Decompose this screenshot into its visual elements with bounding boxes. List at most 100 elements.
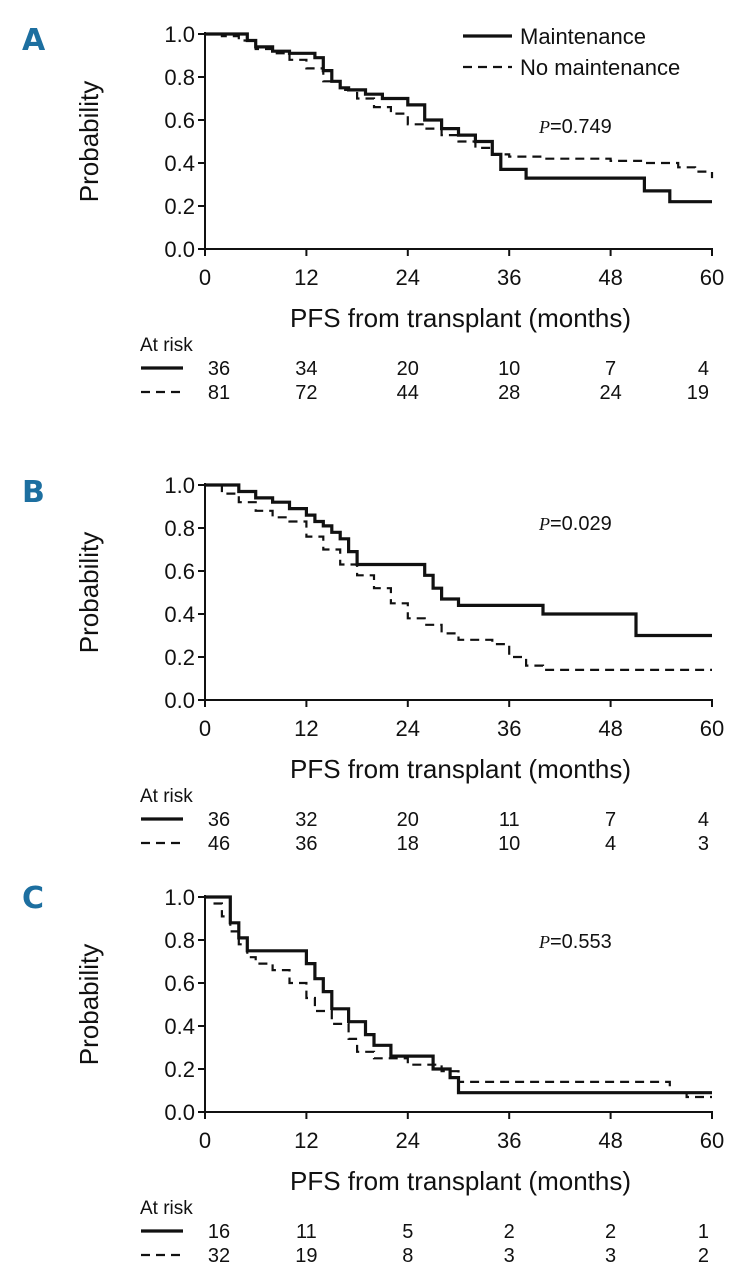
series-line-maintenance [205,32,712,204]
p-value: P=0.553 [538,931,612,953]
at-risk-count: 3 [504,1245,515,1267]
at-risk-count: 8 [402,1245,413,1267]
at-risk-count: 4 [698,358,709,380]
at-risk-count: 3 [605,1245,616,1267]
at-risk-count: 11 [296,1221,317,1243]
at-risk-count: 20 [397,358,419,380]
series-line-no-maintenance [205,483,712,671]
p-value: P=0.029 [538,513,612,535]
x-axis-title: PFS from transplant (months) [290,303,631,333]
y-tick-label: 0.0 [164,237,195,262]
at-risk-count: 2 [504,1221,515,1243]
x-tick-label: 0 [199,716,211,741]
at-risk-count: 1 [698,1221,709,1243]
at-risk-title: At risk [140,335,193,356]
y-tick-label: 0.4 [164,1014,195,1039]
at-risk-count: 36 [295,833,317,855]
p-value-symbol: P [538,932,550,952]
panel-letter: B [22,475,45,510]
x-axis-title: PFS from transplant (months) [290,754,631,784]
x-tick-label: 24 [396,265,420,290]
at-risk-title: At risk [140,1198,193,1219]
x-tick-label: 60 [700,1128,724,1153]
p-value-symbol: P [538,514,550,534]
x-axis-title: PFS from transplant (months) [290,1166,631,1196]
x-tick-label: 0 [199,265,211,290]
panel-letter: A [22,23,46,58]
x-tick-label: 48 [598,265,622,290]
at-risk-count: 5 [402,1221,413,1243]
at-risk-count: 19 [295,1245,317,1267]
at-risk-count: 2 [698,1245,709,1267]
at-risk-count: 36 [208,809,230,831]
p-value-symbol: P [538,117,550,137]
x-tick-label: 0 [199,1128,211,1153]
y-tick-label: 1.0 [164,22,195,47]
p-value-text: =0.029 [550,513,612,535]
series-line-maintenance [205,895,712,1095]
y-tick-label: 0.6 [164,971,195,996]
panel-c: C0.00.20.40.60.81.00 12 24 36 48 60Probabilit… [22,881,724,1267]
at-risk-count: 44 [397,382,419,404]
p-value-text: =0.553 [550,931,612,953]
panel-b: B 0.0 0.2 0.4 0.6 0.8 1.0 0 12 24 36 48 60 Probabilit… [22,473,724,855]
at-risk-count: 81 [208,382,230,404]
panel-a: A 0.0 0.2 0.4 0.6 0.8 1.0 0 12 24 36 48 60 Probabilit… [22,22,724,404]
at-risk-count: 10 [498,833,520,855]
x-tick-label: 36 [497,1128,521,1153]
series-line-no-maintenance [205,895,712,1099]
x-tick-label: 12 [294,1128,318,1153]
x-tick-label: 24 [396,1128,420,1153]
y-tick-label: 0.4 [164,151,195,176]
at-risk-count: 19 [687,382,709,404]
at-risk-count: 7 [605,809,616,831]
at-risk-count: 24 [599,382,621,404]
x-tick-label: 12 [294,716,318,741]
x-tick-label: 24 [396,716,420,741]
p-value-text: =0.749 [550,116,612,138]
y-tick-label: 0.6 [164,559,195,584]
x-tick-label: 36 [497,716,521,741]
at-risk-count: 2 [605,1221,616,1243]
y-tick-label: 1.0 [164,885,195,910]
y-tick-label: 0.8 [164,928,195,953]
y-tick-label: 1.0 [164,473,195,498]
y-tick-label: 0.6 [164,108,195,133]
y-tick-label: 0.8 [164,516,195,541]
p-value: P=0.749 [538,116,612,138]
x-tick-label: 48 [598,716,622,741]
y-tick-label: 0.0 [164,688,195,713]
y-tick-label: 0.2 [164,645,195,670]
at-risk-count: 10 [498,358,520,380]
at-risk-count: 4 [605,833,616,855]
y-axis-title: Probability [74,944,104,1065]
at-risk-count: 7 [605,358,616,380]
at-risk-count: 36 [208,358,230,380]
x-tick-label: 48 [598,1128,622,1153]
legend-entry: No maintenance [520,55,680,80]
at-risk-count: 72 [295,382,317,404]
y-tick-label: 0.0 [164,1100,195,1125]
series-line-maintenance [205,483,712,638]
at-risk-table: At risk 36 34 20 10 7 4 81 72 44 28 24 19 [140,335,709,404]
at-risk-count: 16 [208,1221,230,1243]
at-risk-count: 20 [397,809,419,831]
at-risk-count: 32 [208,1245,230,1267]
x-tick-label: 12 [294,265,318,290]
at-risk-count: 46 [208,833,230,855]
x-tick-label: 36 [497,265,521,290]
x-tick-label: 60 [700,265,724,290]
y-tick-label: 0.2 [164,194,195,219]
at-risk-count: 18 [397,833,419,855]
y-tick-label: 0.2 [164,1057,195,1082]
at-risk-count: 11 [499,809,520,831]
at-risk-count: 28 [498,382,520,404]
at-risk-count: 3 [698,833,709,855]
at-risk-title: At risk [140,786,193,807]
x-tick-label: 60 [700,716,724,741]
y-axis-title: Probability [74,532,104,653]
at-risk-count: 4 [698,809,709,831]
